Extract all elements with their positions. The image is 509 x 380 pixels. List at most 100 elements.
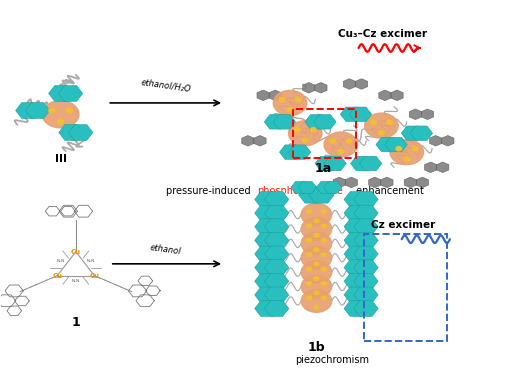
Circle shape xyxy=(302,138,308,142)
Polygon shape xyxy=(359,156,382,171)
Circle shape xyxy=(295,97,301,101)
Bar xyxy=(363,234,447,342)
Circle shape xyxy=(321,282,326,285)
Circle shape xyxy=(338,149,344,154)
Text: Cu: Cu xyxy=(89,272,99,279)
Polygon shape xyxy=(289,145,310,159)
Text: N–N: N–N xyxy=(56,259,65,263)
Polygon shape xyxy=(379,90,391,101)
Polygon shape xyxy=(264,115,287,129)
Circle shape xyxy=(321,267,326,271)
Text: 1b: 1b xyxy=(307,341,325,354)
Polygon shape xyxy=(315,82,327,93)
Polygon shape xyxy=(349,107,372,122)
Polygon shape xyxy=(265,233,289,248)
Circle shape xyxy=(279,97,285,101)
Polygon shape xyxy=(305,115,327,129)
Circle shape xyxy=(307,282,312,285)
Polygon shape xyxy=(421,109,434,120)
Circle shape xyxy=(314,306,319,309)
Circle shape xyxy=(314,262,319,266)
Polygon shape xyxy=(265,260,289,276)
Circle shape xyxy=(387,120,392,124)
Polygon shape xyxy=(354,205,378,221)
Text: Cz excimer: Cz excimer xyxy=(371,220,436,230)
Polygon shape xyxy=(401,126,423,141)
Polygon shape xyxy=(355,79,367,89)
Polygon shape xyxy=(303,82,315,93)
Polygon shape xyxy=(16,103,40,118)
Circle shape xyxy=(307,267,312,271)
Circle shape xyxy=(346,139,352,143)
Polygon shape xyxy=(324,181,342,193)
Polygon shape xyxy=(257,90,269,101)
Polygon shape xyxy=(344,233,369,248)
Text: Cu₃–Cz excimer: Cu₃–Cz excimer xyxy=(338,28,427,38)
Polygon shape xyxy=(265,273,289,289)
Polygon shape xyxy=(265,301,289,317)
Polygon shape xyxy=(254,246,279,262)
Polygon shape xyxy=(298,181,317,193)
Circle shape xyxy=(371,120,376,124)
Polygon shape xyxy=(410,126,433,141)
Polygon shape xyxy=(376,137,398,152)
Text: ethanol: ethanol xyxy=(150,243,182,256)
Polygon shape xyxy=(273,115,296,129)
Polygon shape xyxy=(254,273,279,289)
Circle shape xyxy=(301,203,332,226)
Polygon shape xyxy=(316,181,334,193)
Circle shape xyxy=(289,121,322,146)
Text: Cu: Cu xyxy=(71,249,81,255)
Polygon shape xyxy=(254,260,279,276)
Bar xyxy=(293,109,356,158)
Circle shape xyxy=(49,108,55,113)
Text: 1: 1 xyxy=(71,316,80,329)
Polygon shape xyxy=(354,192,378,207)
Text: N–N: N–N xyxy=(72,279,80,283)
Text: piezochromism: piezochromism xyxy=(295,355,369,366)
Polygon shape xyxy=(341,107,363,122)
Text: phosphorescence: phosphorescence xyxy=(257,186,343,196)
Circle shape xyxy=(321,296,326,299)
Polygon shape xyxy=(430,136,442,146)
Circle shape xyxy=(301,232,332,255)
Circle shape xyxy=(307,224,312,228)
Polygon shape xyxy=(409,109,421,120)
Polygon shape xyxy=(344,301,369,317)
Circle shape xyxy=(314,219,319,223)
Circle shape xyxy=(66,108,72,113)
Circle shape xyxy=(58,119,64,124)
Circle shape xyxy=(301,261,332,283)
Polygon shape xyxy=(354,287,378,303)
Circle shape xyxy=(396,147,402,151)
Polygon shape xyxy=(354,246,378,262)
Polygon shape xyxy=(291,181,309,193)
Polygon shape xyxy=(354,260,378,276)
Polygon shape xyxy=(254,192,279,207)
Polygon shape xyxy=(354,219,378,234)
Polygon shape xyxy=(59,125,83,140)
Polygon shape xyxy=(351,156,373,171)
Polygon shape xyxy=(314,115,336,129)
Polygon shape xyxy=(265,287,289,303)
Polygon shape xyxy=(381,177,393,188)
Polygon shape xyxy=(254,233,279,248)
Polygon shape xyxy=(309,187,334,203)
Polygon shape xyxy=(425,162,437,173)
Polygon shape xyxy=(344,287,369,303)
Circle shape xyxy=(307,238,312,242)
Polygon shape xyxy=(344,192,369,207)
Polygon shape xyxy=(324,156,346,171)
Circle shape xyxy=(330,139,335,143)
Circle shape xyxy=(321,253,326,256)
Polygon shape xyxy=(437,162,449,173)
Polygon shape xyxy=(345,177,357,188)
Polygon shape xyxy=(354,301,378,317)
Circle shape xyxy=(390,139,423,165)
Polygon shape xyxy=(254,301,279,317)
Circle shape xyxy=(314,233,319,237)
Circle shape xyxy=(412,147,417,151)
Circle shape xyxy=(314,277,319,280)
Polygon shape xyxy=(354,233,378,248)
Polygon shape xyxy=(254,136,266,146)
